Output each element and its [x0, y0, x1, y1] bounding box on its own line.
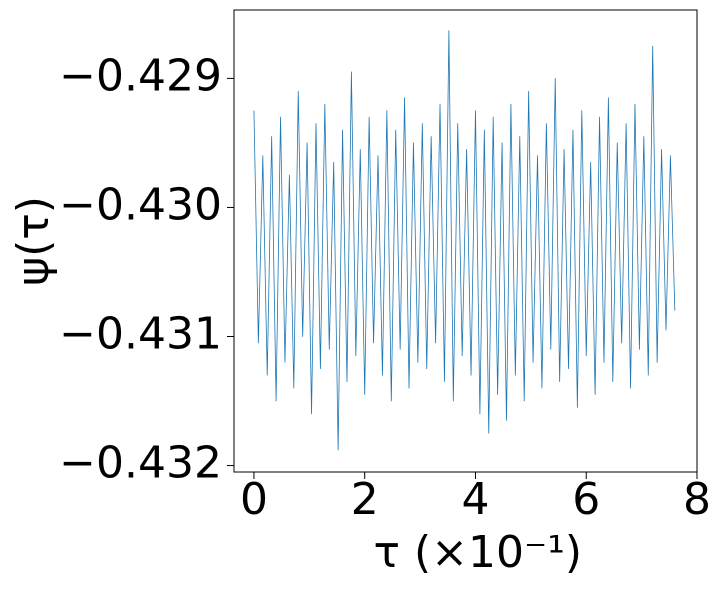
- x-tick-label: 4: [461, 474, 489, 525]
- plot-frame: [233, 9, 698, 473]
- y-tick-label: −0.432: [59, 438, 222, 489]
- y-tick-label: −0.429: [59, 50, 222, 101]
- x-tick-label: 6: [572, 474, 600, 525]
- y-tick-label: −0.431: [59, 308, 222, 359]
- data-line: [253, 30, 676, 451]
- y-tick-label: −0.430: [59, 179, 222, 230]
- x-tick-label: 2: [351, 474, 379, 525]
- y-axis-label: ψ(τ): [8, 196, 59, 286]
- x-tick-label: 8: [683, 474, 711, 525]
- x-axis-label: τ (×10⁻¹): [373, 527, 582, 578]
- x-tick-label: 0: [240, 474, 268, 525]
